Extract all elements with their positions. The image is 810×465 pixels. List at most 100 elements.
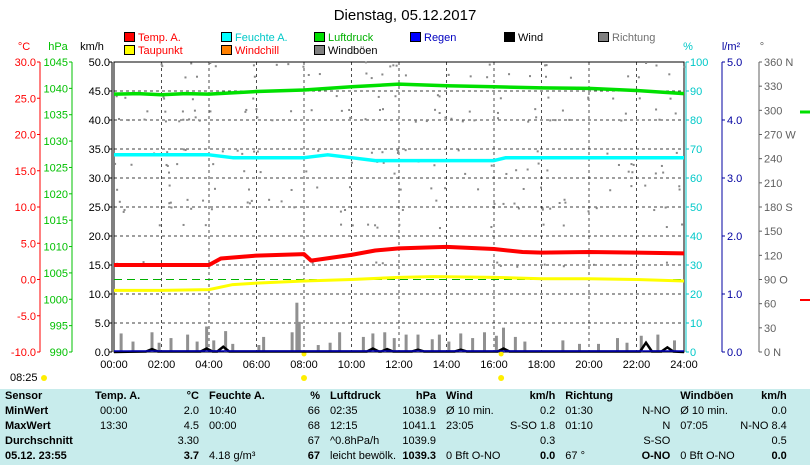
direction-dot xyxy=(123,208,126,211)
direction-dot xyxy=(681,223,684,226)
wind-tick-label: 15.0 xyxy=(89,260,110,272)
direction-dot xyxy=(244,110,247,113)
direction-dot xyxy=(630,185,633,188)
x-tick-label: 18:00 xyxy=(528,359,556,371)
pressure-tick-label: 1045 xyxy=(44,57,68,69)
direction-dot xyxy=(195,75,198,78)
direction-dot xyxy=(311,261,314,264)
humidity-tick-label: 60 xyxy=(690,173,702,185)
direction-dot xyxy=(340,223,343,226)
pressure-tick-label: 1035 xyxy=(44,110,68,122)
col-wind-unit: km/h xyxy=(529,390,556,402)
legend-dewpoint: Taupunkt xyxy=(124,45,183,57)
direction-tick-label: 90 O xyxy=(764,275,788,287)
direction-tick-label: 120 xyxy=(764,250,782,262)
gust-bars xyxy=(113,302,685,354)
gust-bar xyxy=(186,334,190,352)
direction-dot xyxy=(214,65,217,68)
wind-tick-label: 45.0 xyxy=(89,86,110,98)
col-gusts: Windböen xyxy=(680,390,734,402)
direction-dot xyxy=(502,202,505,205)
table-row: MaxWert 13:30 4.5 00:00 68 12:15 1041.1 23:… xyxy=(5,420,787,432)
gust-bar xyxy=(338,332,342,352)
direction-dot xyxy=(268,198,271,201)
pressure-tick-label: 1005 xyxy=(44,268,68,280)
direction-dot xyxy=(389,65,392,68)
direction-dot xyxy=(162,95,165,98)
rain-tick-label: 1.0 xyxy=(727,289,742,301)
pressure-tick-label: 990 xyxy=(50,347,68,359)
gust-bar xyxy=(437,334,441,352)
direction-dot xyxy=(468,110,471,113)
direction-dot xyxy=(335,95,338,98)
direction-dot xyxy=(245,108,248,111)
direction-dot xyxy=(464,172,467,175)
series-pressure-line xyxy=(113,82,685,97)
direction-dot xyxy=(394,95,397,98)
direction-dot xyxy=(302,65,305,68)
direction-dot xyxy=(395,64,398,67)
direction-dot xyxy=(469,75,472,78)
direction-dot xyxy=(435,199,438,202)
direction-dot xyxy=(212,163,215,166)
direction-dot xyxy=(202,199,205,202)
direction-dot xyxy=(161,65,164,68)
direction-dot xyxy=(562,224,565,227)
direction-dot xyxy=(569,76,572,79)
direction-dot xyxy=(644,184,647,187)
pressure-axis-unit: hPa xyxy=(48,41,68,53)
gust-bar xyxy=(195,341,199,352)
chart-series xyxy=(113,82,685,292)
col-temp: Temp. A. xyxy=(95,390,141,402)
col-temp-unit: °C xyxy=(186,390,199,402)
direction-dot xyxy=(457,149,460,152)
direction-dot xyxy=(186,198,189,201)
direction-dot xyxy=(142,261,145,264)
direction-dot xyxy=(340,109,343,112)
direction-dot xyxy=(253,150,256,153)
direction-dot xyxy=(164,110,167,113)
direction-dot xyxy=(122,210,125,213)
direction-dot xyxy=(256,150,259,153)
temp-tick-label: 20.0 xyxy=(15,130,36,142)
direction-dot xyxy=(182,223,185,226)
x-tick-label: 20:00 xyxy=(575,359,603,371)
direction-dot xyxy=(190,62,193,65)
gust-bar xyxy=(131,341,135,352)
rain-tick-label: 2.0 xyxy=(727,231,742,243)
direction-dot xyxy=(619,263,622,266)
direction-tick-label: 60 xyxy=(764,299,776,311)
direction-dot xyxy=(255,108,258,111)
table-row: 05.12. 23:55 3.7 4.18 g/m³ 67 leicht bewö… xyxy=(5,450,787,462)
chart-axes: 00:00 02:00 04:00 06:00 08:00 10:00 12:00 14:00… xyxy=(11,41,810,381)
direction-dot xyxy=(307,73,310,76)
direction-dot xyxy=(204,224,207,227)
x-tick-label: 02:00 xyxy=(148,359,176,371)
direction-axis-unit: ° xyxy=(760,41,764,53)
direction-dot xyxy=(124,96,127,99)
temp-tick-label: 25.0 xyxy=(15,93,36,105)
gust-bar xyxy=(447,341,451,352)
direction-dot xyxy=(488,63,491,66)
direction-dot xyxy=(370,151,373,154)
direction-dot xyxy=(404,149,407,152)
wind-axis-unit: km/h xyxy=(80,41,104,53)
direction-dot xyxy=(348,108,351,111)
gust-bar xyxy=(625,342,629,352)
weather-chart: 00:00 02:00 04:00 06:00 08:00 10:00 12:00 14:00… xyxy=(11,41,810,381)
direction-dot xyxy=(554,119,557,122)
direction-dot xyxy=(617,163,620,166)
direction-dot xyxy=(351,224,354,227)
direction-dot xyxy=(377,95,380,98)
gust-bar xyxy=(295,302,299,352)
direction-dot xyxy=(287,63,290,66)
direction-dot xyxy=(127,119,130,122)
direction-dot xyxy=(473,119,476,122)
direction-dot xyxy=(655,64,658,67)
col-direction-unit xyxy=(630,389,670,404)
col-humidity: Feuchte A. xyxy=(209,390,265,402)
direction-dot xyxy=(535,116,538,119)
direction-dot xyxy=(168,202,171,205)
direction-dot xyxy=(158,224,161,227)
direction-dot xyxy=(609,189,612,192)
